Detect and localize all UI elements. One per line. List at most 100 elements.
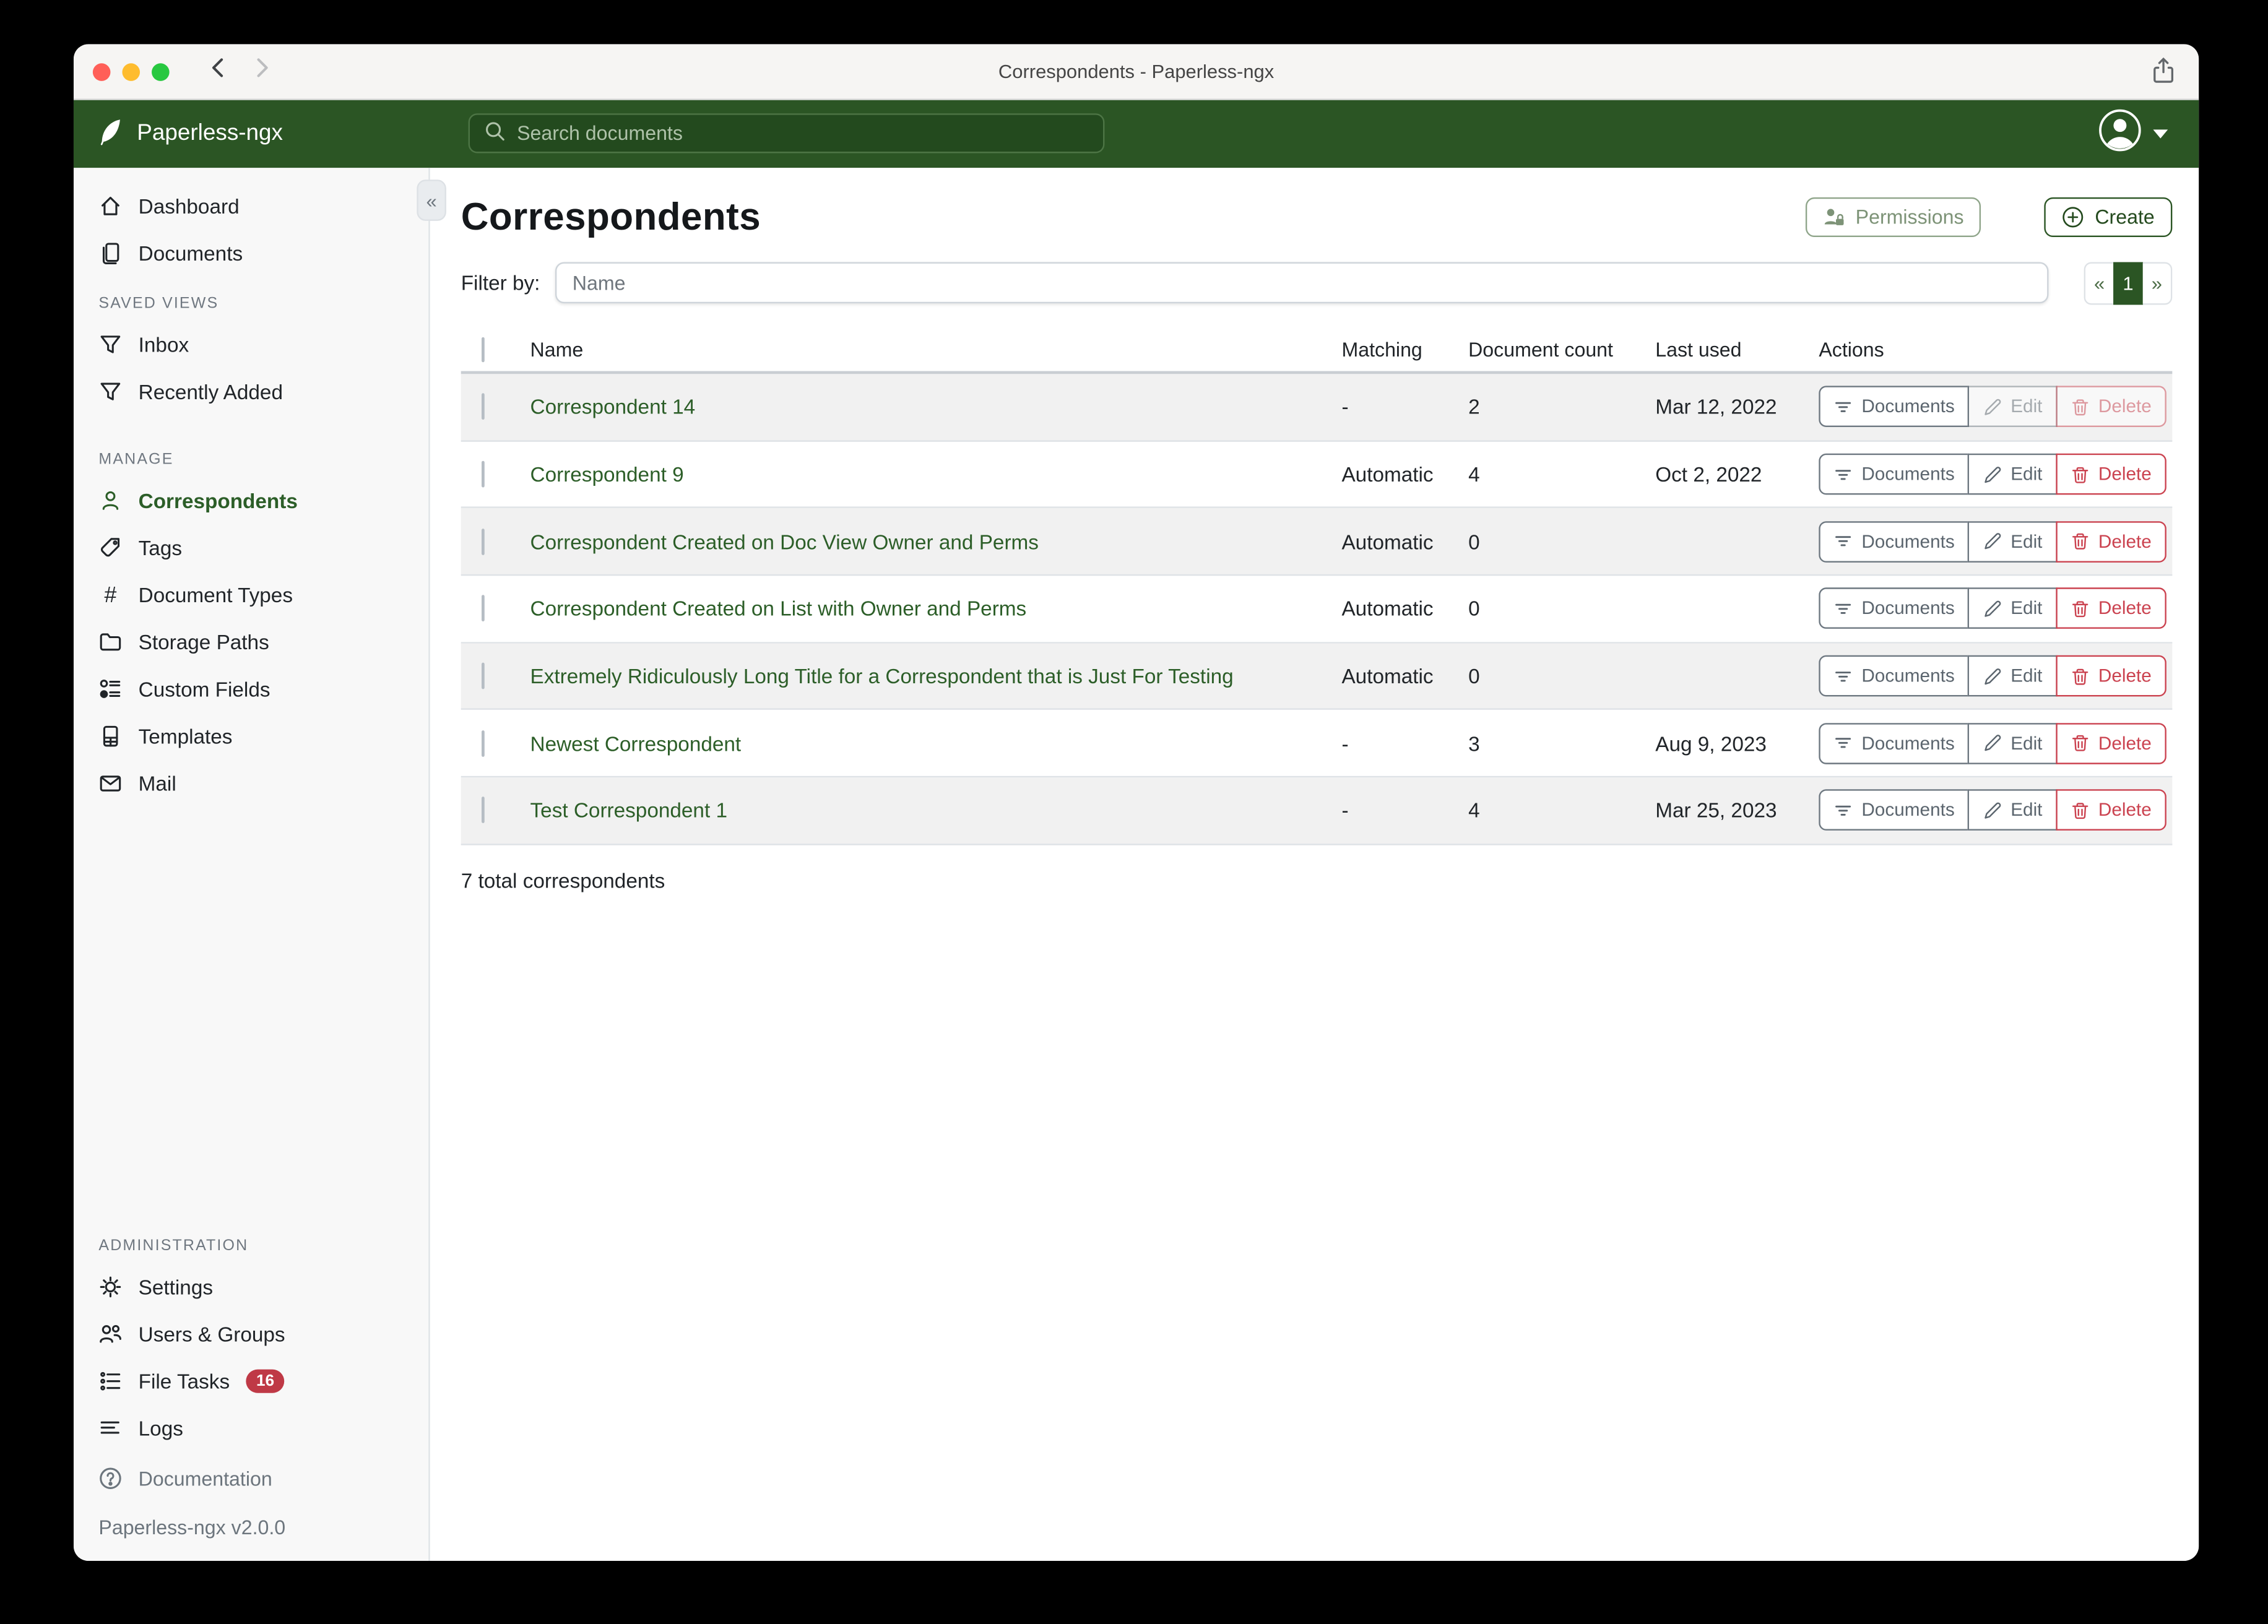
delete-button[interactable]: Delete xyxy=(2055,655,2166,697)
forward-icon[interactable] xyxy=(252,56,272,87)
share-icon[interactable] xyxy=(2150,56,2177,92)
table-row: Correspondent 9 Automatic 4 Oct 2, 2022 Docu… xyxy=(461,441,2173,509)
delete-button[interactable]: Delete xyxy=(2055,386,2166,428)
sidebar-item-users-groups[interactable]: Users & Groups xyxy=(74,1311,428,1358)
edit-button[interactable]: Edit xyxy=(1968,453,2058,495)
create-label: Create xyxy=(2095,205,2155,228)
filter-name-input[interactable]: Name xyxy=(555,262,2049,304)
pencil-icon xyxy=(1983,667,2002,686)
row-checkbox[interactable] xyxy=(482,528,485,555)
correspondent-name-link[interactable]: Extremely Ridiculously Long Title for a … xyxy=(530,664,1234,688)
sidebar-item-mail[interactable]: Mail xyxy=(74,760,428,807)
sidebar-item-inbox[interactable]: Inbox xyxy=(74,321,428,368)
sidebar-item-dashboard[interactable]: Dashboard xyxy=(74,183,428,230)
sidebar-item-tags[interactable]: Tags xyxy=(74,524,428,571)
documents-button[interactable]: Documents xyxy=(1819,386,1970,428)
pencil-icon xyxy=(1983,599,2002,618)
correspondent-name-link[interactable]: Correspondent Created on Doc View Owner … xyxy=(530,529,1039,553)
edit-button[interactable]: Edit xyxy=(1968,655,2058,697)
correspondent-name-link[interactable]: Test Correspondent 1 xyxy=(530,798,728,823)
pagination-page-1[interactable]: 1 xyxy=(2113,261,2143,304)
file-tasks-badge: 16 xyxy=(246,1369,285,1393)
sidebar-item-label: Users & Groups xyxy=(138,1322,285,1346)
document-count-cell: 0 xyxy=(1468,529,1480,553)
pagination-next-button[interactable]: » xyxy=(2142,261,2173,304)
row-checkbox[interactable] xyxy=(482,730,485,757)
sidebar-item-label: Storage Paths xyxy=(138,630,269,654)
user-menu[interactable] xyxy=(2098,109,2168,159)
row-checkbox[interactable] xyxy=(482,662,485,689)
sidebar-item-logs[interactable]: Logs xyxy=(74,1405,428,1452)
row-checkbox[interactable] xyxy=(482,460,485,488)
brand[interactable]: Paperless-ngx xyxy=(97,116,283,152)
delete-button[interactable]: Delete xyxy=(2055,790,2166,831)
row-checkbox[interactable] xyxy=(482,595,485,622)
trash-icon xyxy=(2071,667,2090,686)
table-row: Correspondent Created on Doc View Owner … xyxy=(461,508,2173,576)
back-icon[interactable] xyxy=(207,56,228,87)
edit-button[interactable]: Edit xyxy=(1968,722,2058,764)
sidebar-item-storage-paths[interactable]: Storage Paths xyxy=(74,618,428,665)
correspondent-name-link[interactable]: Newest Correspondent xyxy=(530,731,742,756)
sidebar-section-header: ADMINISTRATION xyxy=(98,1237,249,1255)
sidebar-item-custom-fields[interactable]: Custom Fields xyxy=(74,665,428,712)
person-icon xyxy=(98,489,122,512)
sidebar-item-recently-added[interactable]: Recently Added xyxy=(74,368,428,415)
edit-button[interactable]: Edit xyxy=(1968,386,2058,428)
edit-button[interactable]: Edit xyxy=(1968,588,2058,629)
sidebar-item-templates[interactable]: Templates xyxy=(74,713,428,760)
pagination-prev-button[interactable]: « xyxy=(2084,261,2114,304)
table-row: Newest Correspondent - 3 Aug 9, 2023 Documen… xyxy=(461,710,2173,778)
delete-button[interactable]: Delete xyxy=(2055,520,2166,563)
delete-button[interactable]: Delete xyxy=(2055,453,2166,495)
documents-button[interactable]: Documents xyxy=(1819,722,1970,764)
filter-by-label: Filter by: xyxy=(461,270,540,295)
correspondent-name-link[interactable]: Correspondent 14 xyxy=(530,395,696,419)
documents-button[interactable]: Documents xyxy=(1819,453,1970,495)
sidebar-collapse-button[interactable]: « xyxy=(417,179,446,221)
sidebar-item-label: Logs xyxy=(138,1416,183,1440)
trash-icon xyxy=(2071,465,2090,484)
sidebar-item-settings[interactable]: Settings xyxy=(74,1263,428,1310)
edit-button[interactable]: Edit xyxy=(1968,790,2058,831)
sidebar-item-documents[interactable]: Documents xyxy=(74,230,428,277)
row-checkbox[interactable] xyxy=(482,797,485,824)
filter-lines-icon xyxy=(1833,599,1853,618)
pencil-icon xyxy=(1983,532,2002,551)
table-row: Correspondent Created on List with Owner… xyxy=(461,576,2173,644)
delete-button[interactable]: Delete xyxy=(2055,588,2166,629)
correspondent-name-link[interactable]: Correspondent Created on List with Owner… xyxy=(530,597,1027,621)
correspondent-name-link[interactable]: Correspondent 9 xyxy=(530,462,684,486)
question-circle-icon xyxy=(98,1467,122,1490)
sidebar-item-label: Custom Fields xyxy=(138,677,271,701)
permissions-button[interactable]: Permissions xyxy=(1805,196,1982,236)
gear-icon xyxy=(98,1275,122,1298)
documents-button[interactable]: Documents xyxy=(1819,588,1970,629)
minimize-window-button[interactable] xyxy=(122,63,141,80)
global-search-input[interactable]: Search documents xyxy=(468,113,1105,153)
documents-button[interactable]: Documents xyxy=(1819,520,1970,563)
matching-cell: Automatic xyxy=(1341,597,1434,621)
row-checkbox[interactable] xyxy=(482,394,485,420)
sidebar-item-label: Dashboard xyxy=(138,194,240,218)
matching-cell: Automatic xyxy=(1341,462,1434,486)
sidebar-item-document-types[interactable]: # Document Types xyxy=(74,571,428,618)
documents-button[interactable]: Documents xyxy=(1819,790,1970,831)
close-window-button[interactable] xyxy=(92,63,111,80)
app-version: Paperless-ngx v2.0.0 xyxy=(98,1516,286,1539)
documents-button[interactable]: Documents xyxy=(1819,655,1970,697)
app-navbar: Paperless-ngx Search documents xyxy=(73,100,2199,168)
edit-button[interactable]: Edit xyxy=(1968,520,2058,563)
sidebar-item-file-tasks[interactable]: File Tasks 16 xyxy=(74,1358,428,1405)
sidebar-section-header: MANAGE xyxy=(98,451,174,469)
create-button[interactable]: Create xyxy=(2045,196,2173,236)
delete-button[interactable]: Delete xyxy=(2055,722,2166,764)
matching-cell: - xyxy=(1341,731,1349,756)
sidebar-item-documentation[interactable]: Documentation xyxy=(74,1452,428,1505)
sidebar-item-correspondents[interactable]: Correspondents xyxy=(74,477,428,524)
matching-cell: Automatic xyxy=(1341,664,1434,688)
select-all-checkbox[interactable] xyxy=(482,336,485,362)
permissions-label: Permissions xyxy=(1855,205,1964,228)
zoom-window-button[interactable] xyxy=(152,63,170,80)
